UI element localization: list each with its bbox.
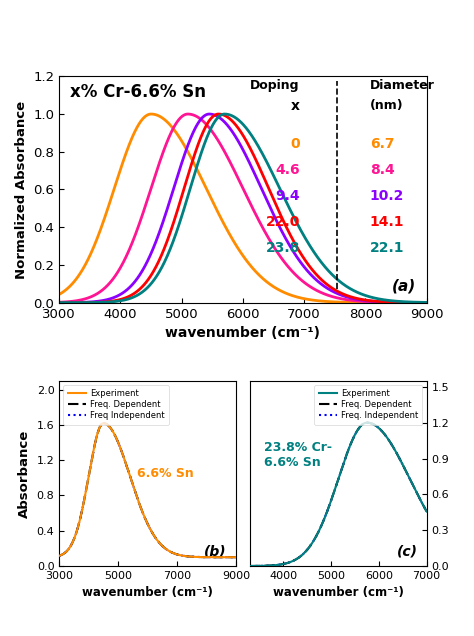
Text: (a): (a) bbox=[392, 279, 416, 294]
Y-axis label: Normalized Absorbance: Normalized Absorbance bbox=[15, 100, 27, 279]
Text: (nm): (nm) bbox=[370, 99, 403, 112]
Text: 23.8: 23.8 bbox=[265, 241, 300, 255]
Text: 22.0: 22.0 bbox=[265, 216, 300, 230]
Y-axis label: Absorbance: Absorbance bbox=[18, 429, 31, 518]
Text: (c): (c) bbox=[397, 544, 418, 558]
Text: 6.6% Sn: 6.6% Sn bbox=[137, 467, 193, 480]
X-axis label: wavenumber (cm⁻¹): wavenumber (cm⁻¹) bbox=[82, 586, 213, 600]
Text: 22.1: 22.1 bbox=[370, 241, 404, 255]
Text: 9.4: 9.4 bbox=[275, 190, 300, 204]
Text: x% Cr-6.6% Sn: x% Cr-6.6% Sn bbox=[70, 83, 206, 101]
Text: x: x bbox=[291, 99, 300, 113]
X-axis label: wavenumber (cm⁻¹): wavenumber (cm⁻¹) bbox=[165, 326, 320, 340]
Text: Doping: Doping bbox=[250, 79, 300, 92]
Text: 4.6: 4.6 bbox=[275, 163, 300, 177]
X-axis label: wavenumber (cm⁻¹): wavenumber (cm⁻¹) bbox=[273, 586, 404, 600]
Text: 6.7: 6.7 bbox=[370, 137, 394, 151]
Text: 10.2: 10.2 bbox=[370, 190, 404, 204]
Text: 14.1: 14.1 bbox=[370, 216, 404, 230]
Text: (b): (b) bbox=[204, 544, 227, 558]
Legend: Experiment, Freq. Dependent, Freq. Independent: Experiment, Freq. Dependent, Freq. Indep… bbox=[314, 385, 422, 424]
Text: Diameter: Diameter bbox=[370, 79, 435, 92]
Legend: Experiment, Freq. Dependent, Freq Independent: Experiment, Freq. Dependent, Freq Indepe… bbox=[64, 385, 169, 424]
Text: 23.8% Cr-
6.6% Sn: 23.8% Cr- 6.6% Sn bbox=[264, 441, 332, 469]
Text: 8.4: 8.4 bbox=[370, 163, 394, 177]
Text: 0: 0 bbox=[290, 137, 300, 151]
